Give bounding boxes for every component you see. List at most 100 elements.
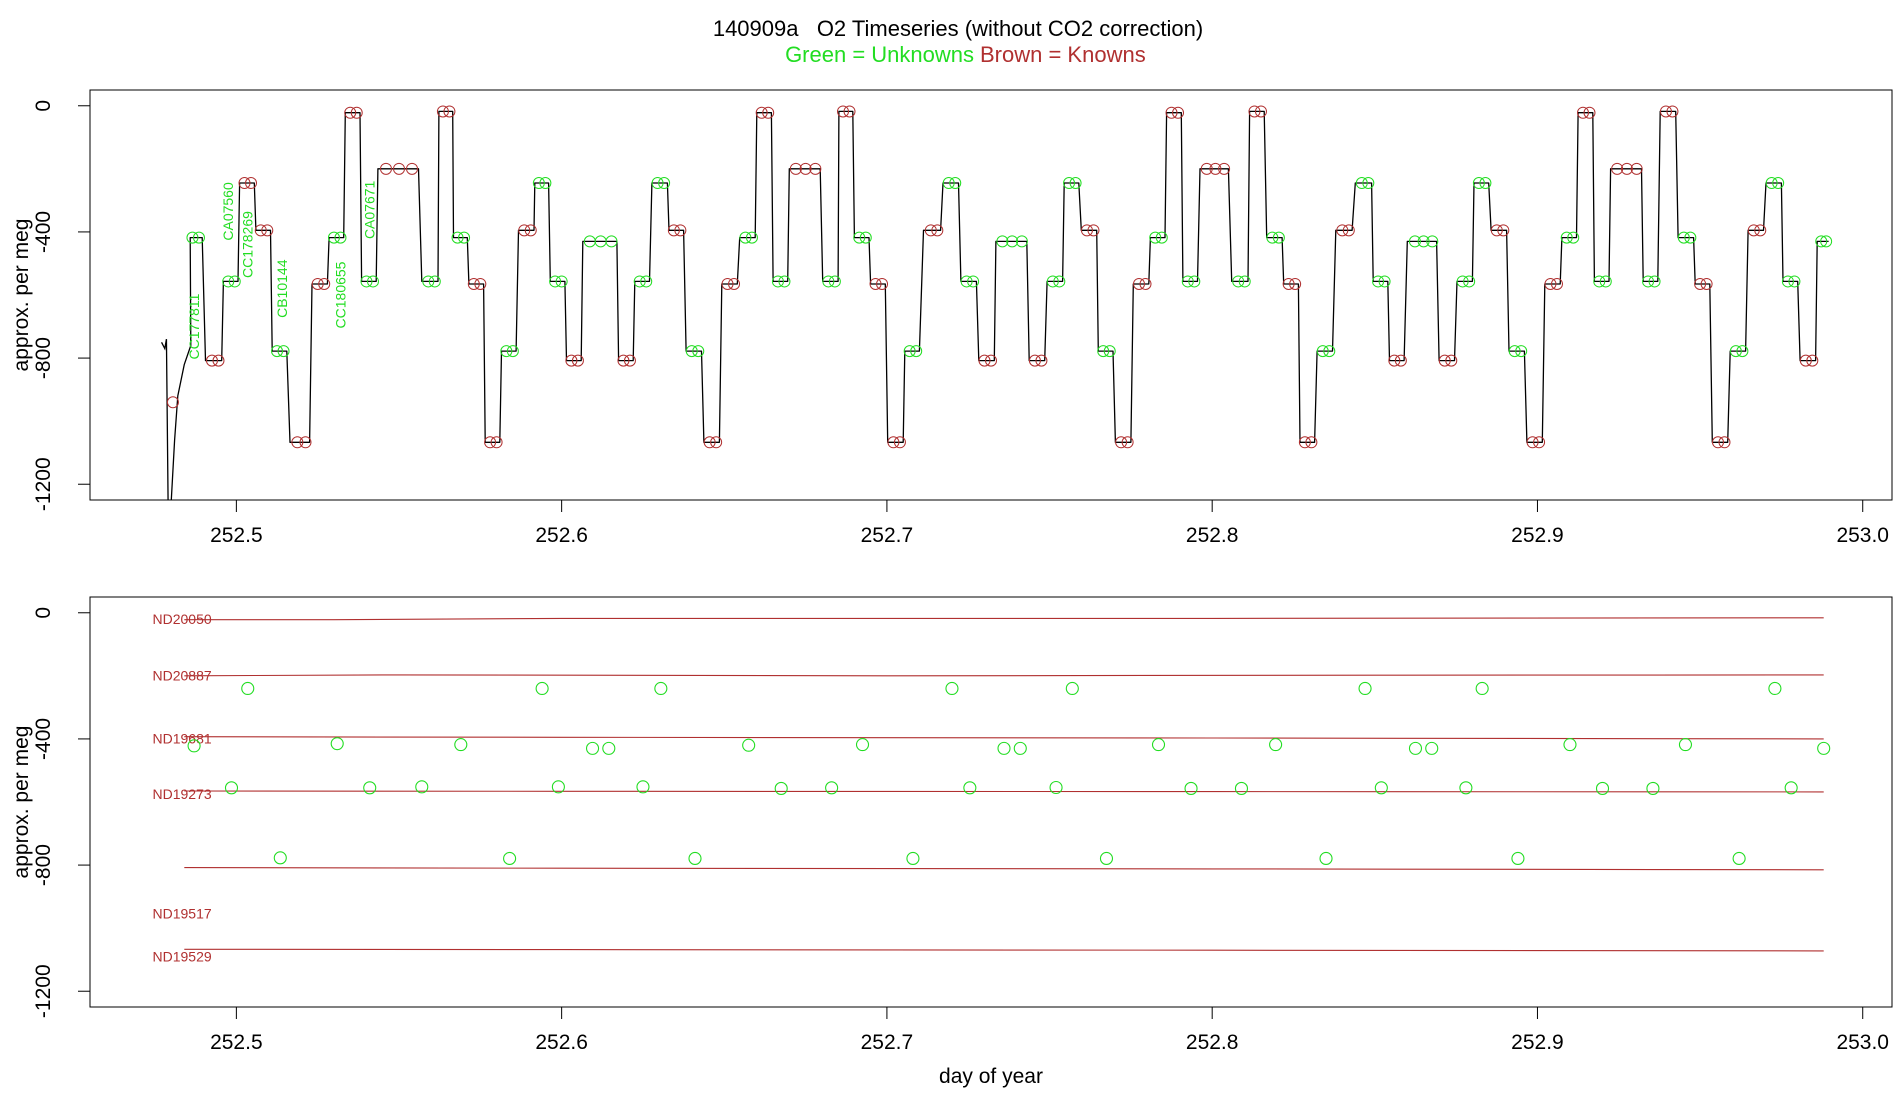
standard-drift-line <box>184 790 1824 793</box>
unknown-sample-point <box>1425 741 1439 755</box>
known-standard-point <box>350 106 363 119</box>
unknown-sample-point <box>1272 231 1285 244</box>
known-standard-point <box>565 354 578 367</box>
bottom-x-tick-label: 252.9 <box>1511 1031 1564 1054</box>
bottom-x-tick-label: 252.7 <box>861 1031 914 1054</box>
known-standard-point <box>245 177 258 190</box>
known-standard-point <box>1028 354 1041 367</box>
top-x-tick-label: 252.6 <box>535 524 588 547</box>
known-standard-point <box>406 162 419 175</box>
unknown-sample-point <box>1155 231 1168 244</box>
unknown-sample-point <box>1408 741 1423 755</box>
top-y-tick-label: -400 <box>32 211 55 253</box>
known-standard-point <box>1200 162 1213 175</box>
bottom-y-axis-label: approx. per meg <box>10 726 33 879</box>
unknown-sample-point <box>241 681 255 696</box>
standard-tank-label: ND20050 <box>153 611 212 627</box>
standard-tank-label: ND20887 <box>153 668 212 684</box>
known-standard-point <box>467 277 480 290</box>
known-standard-point <box>1282 277 1295 290</box>
known-standard-point <box>571 354 584 367</box>
known-standard-point <box>869 277 882 290</box>
known-standard-point <box>843 105 856 118</box>
unknown-sample-point <box>1599 275 1612 288</box>
unknown-sample-point <box>1459 781 1473 795</box>
unknown-sample-point <box>1768 681 1782 696</box>
unknown-sample-point <box>273 851 287 865</box>
known-standard-point <box>518 224 531 237</box>
legend-knowns: Brown = Knowns <box>980 42 1146 67</box>
figure-title: 140909a O2 Timeseries (without CO2 corre… <box>713 16 1203 41</box>
unknown-sample-point <box>277 345 290 358</box>
top-y-tick-label: -800 <box>32 337 55 379</box>
known-standard-point <box>1218 162 1231 175</box>
known-standard-point <box>1289 277 1302 290</box>
unknown-sample-point <box>366 275 379 288</box>
unknown-sample-point <box>1269 738 1283 752</box>
sample-id-label: CC177811 <box>186 293 202 359</box>
unknown-sample-point <box>1238 275 1251 288</box>
unknown-sample-point <box>1063 177 1076 190</box>
unknown-sample-point <box>1772 177 1785 190</box>
unknown-sample-point <box>859 231 872 244</box>
known-standard-point <box>1165 106 1178 119</box>
unknown-sample-point <box>688 851 702 866</box>
unknown-sample-point <box>742 738 756 752</box>
unknown-sample-point <box>745 231 758 244</box>
unknown-sample-point <box>1408 235 1421 248</box>
known-standard-point <box>212 354 225 367</box>
known-standard-point <box>484 436 497 449</box>
unknown-sample-point <box>1815 235 1828 248</box>
unknown-sample-point <box>1184 781 1198 795</box>
unknown-sample-point <box>1732 851 1746 866</box>
unknown-sample-point <box>1355 177 1368 190</box>
known-standard-point <box>1305 436 1318 449</box>
unknown-sample-point <box>1567 231 1580 244</box>
known-standard-point <box>1620 162 1633 175</box>
standard-tank-label: ND19517 <box>153 906 212 922</box>
unknown-sample-point <box>967 275 980 288</box>
known-standard-point <box>1806 354 1819 367</box>
known-standard-point <box>1445 354 1458 367</box>
known-standard-point <box>721 277 734 290</box>
standard-drift-line <box>184 617 1824 621</box>
unknown-sample-point <box>1817 741 1831 755</box>
known-standard-point <box>1132 277 1145 290</box>
unknown-sample-point <box>685 345 698 358</box>
sample-id-label: CB10144 <box>274 259 290 318</box>
unknown-sample-point <box>1426 235 1439 248</box>
unknown-sample-point <box>1820 235 1833 248</box>
unknown-sample-point <box>363 781 377 795</box>
unknown-sample-point <box>692 345 705 358</box>
unknown-sample-point <box>1642 275 1655 288</box>
unknown-sample-point <box>327 231 340 244</box>
sample-id-label: CA07560 <box>220 182 236 241</box>
top-x-tick-label: 252.7 <box>861 524 914 547</box>
known-standard-point <box>443 105 456 118</box>
unknown-sample-point <box>224 781 239 795</box>
unknown-sample-point <box>1372 275 1385 288</box>
unknown-sample-point <box>1646 781 1660 795</box>
unknown-sample-point <box>640 275 653 288</box>
unknown-sample-point <box>1362 177 1375 190</box>
top-y-tick-label: -1200 <box>32 457 55 511</box>
sample-id-label: CA07671 <box>362 180 378 239</box>
known-standard-point <box>887 436 900 449</box>
unknown-sample-point <box>636 780 650 794</box>
known-standard-point <box>837 105 850 118</box>
unknown-sample-point <box>1323 345 1336 358</box>
top-x-tick-label: 252.5 <box>210 524 263 547</box>
top-plot-frame <box>89 89 1893 501</box>
unknown-sample-point <box>1479 177 1492 190</box>
unknown-sample-point <box>605 235 618 248</box>
known-standard-point <box>1115 436 1128 449</box>
known-standard-point <box>436 105 449 118</box>
unknown-sample-point <box>1508 345 1521 358</box>
standard-drift-line <box>184 948 1824 952</box>
sample-id-label: CC180655 <box>332 261 348 328</box>
unknown-sample-point <box>1648 275 1661 288</box>
known-standard-point <box>799 162 812 175</box>
unknown-sample-point <box>945 681 959 696</box>
known-standard-point <box>1438 354 1451 367</box>
unknown-sample-point <box>1065 681 1079 696</box>
